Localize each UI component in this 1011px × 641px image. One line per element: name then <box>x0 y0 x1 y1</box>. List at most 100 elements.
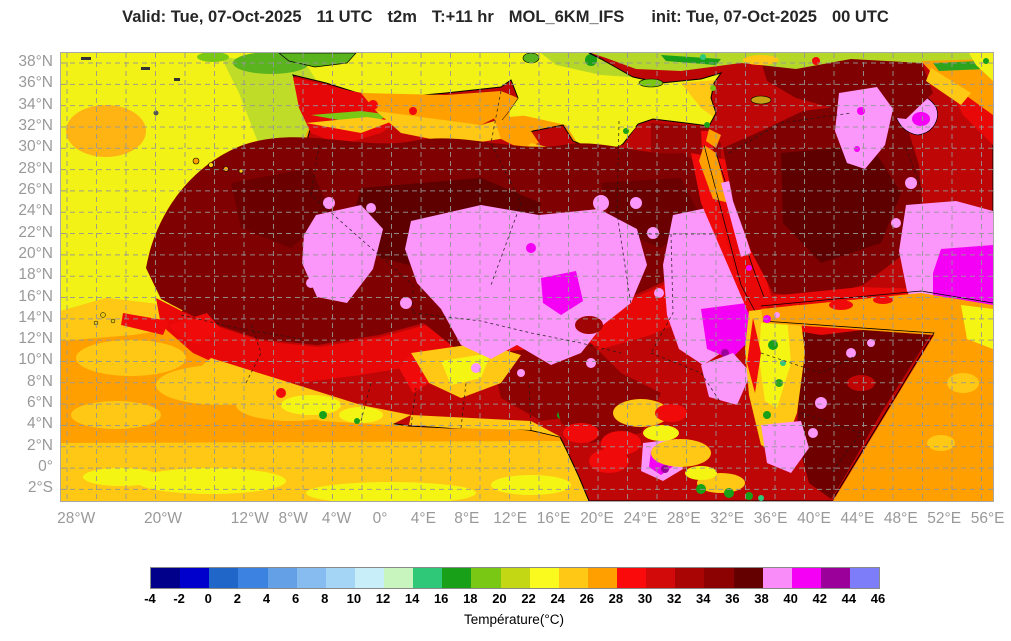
lat-tick-label: 2°N <box>26 436 53 454</box>
colorbar-tick: 34 <box>696 591 711 606</box>
colorbar-tick: 28 <box>608 591 624 606</box>
colorbar-segment <box>791 568 821 588</box>
lat-tick-label: 34°N <box>18 95 53 113</box>
lat-tick-label: 0° <box>38 458 53 476</box>
country-borders <box>180 90 924 474</box>
colorbar-tick: 32 <box>666 591 682 606</box>
title-model: MOL_6KM_IFS <box>508 8 625 26</box>
title-init-time: 00 UTC <box>831 8 889 26</box>
lat-tick-label: 2°S <box>27 479 53 497</box>
lat-tick-label: 8°N <box>26 372 53 390</box>
lon-tick-label: 36°E <box>753 510 788 527</box>
colorbar-tick: 20 <box>492 591 507 606</box>
lon-tick-label: 32°E <box>710 510 745 527</box>
latitude-axis: 38°N 36°N 34°N 32°N 30°N 28°N 26°N 24°N 22°N 20°N… <box>0 0 56 641</box>
colorbar-tick: 26 <box>579 591 595 606</box>
colorbar-tick: 40 <box>783 591 798 606</box>
title-valid-time: 11 UTC <box>316 8 373 26</box>
lat-tick-label: 38°N <box>18 53 53 70</box>
colorbar-segment <box>296 568 326 588</box>
lon-tick-label: 12°W <box>230 510 269 527</box>
colorbar-segment <box>762 568 792 588</box>
colorbar-segment <box>471 568 501 588</box>
lon-tick-label: 28°W <box>57 510 96 527</box>
colorbar-tick: 12 <box>375 591 391 606</box>
colorbar-tick: 38 <box>754 591 769 606</box>
lon-tick-label: 24°E <box>623 510 658 527</box>
colorbar-tick: 24 <box>550 591 565 606</box>
lon-tick-label: 52°E <box>927 510 962 527</box>
colorbar-segment <box>384 568 414 588</box>
colorbar <box>150 567 880 589</box>
colorbar-segment <box>413 568 443 588</box>
colorbar-tick: 42 <box>812 591 827 606</box>
lon-tick-label: 44°E <box>840 510 875 527</box>
lat-tick-label: 6°N <box>26 394 53 412</box>
lat-tick-label: 20°N <box>18 244 53 262</box>
lon-tick-label: 56°E <box>970 510 1005 527</box>
colorbar-segment <box>325 568 355 588</box>
colorbar-segment <box>180 568 210 588</box>
colorbar-segment <box>442 568 472 588</box>
lat-tick-label: 16°N <box>18 287 53 305</box>
lat-tick-label: 22°N <box>18 223 53 241</box>
colorbar-tick: 6 <box>291 591 300 606</box>
colorbar-tick: 22 <box>521 591 536 606</box>
lon-tick-label: 8°W <box>278 510 308 527</box>
colorbar-segment <box>820 568 850 588</box>
colorbar-segment <box>529 568 559 588</box>
colorbar-tick: 14 <box>404 591 420 606</box>
colorbar-segment <box>500 568 530 588</box>
colorbar-segment <box>558 568 588 588</box>
colorbar-tick: 2 <box>233 591 241 606</box>
lon-tick-label: 16°E <box>536 510 571 527</box>
lat-tick-label: 12°N <box>18 330 53 348</box>
colorbar-tick: 8 <box>321 591 329 606</box>
lon-tick-label: 48°E <box>883 510 918 527</box>
lat-tick-label: 10°N <box>18 351 53 369</box>
colorbar-title: Température(°C) <box>464 612 564 627</box>
colorbar-tick: 10 <box>346 591 362 606</box>
lat-tick-label: 18°N <box>18 266 53 284</box>
graticule <box>61 53 993 501</box>
title-leadtime: T:+11 hr <box>431 8 494 26</box>
map-title: Valid: Tue, 07-Oct-2025 11 UTC t2m T:+11… <box>0 8 1011 27</box>
colorbar-segment <box>151 568 181 588</box>
colorbar-segment <box>267 568 297 588</box>
colorbar-tick: -4 <box>144 591 156 606</box>
colorbar-tick: 4 <box>262 591 271 606</box>
colorbar-segment <box>675 568 705 588</box>
colorbar-segment <box>617 568 647 588</box>
lon-tick-label: 28°E <box>666 510 701 527</box>
colorbar-segment <box>354 568 384 588</box>
lon-tick-label: 12°E <box>493 510 528 527</box>
lat-tick-label: 24°N <box>18 202 53 220</box>
colorbar-segment <box>704 568 734 588</box>
colorbar-tick: 36 <box>725 591 740 606</box>
lon-tick-label: 8°E <box>454 510 480 527</box>
lat-tick-label: 14°N <box>18 308 53 326</box>
lat-tick-label: 4°N <box>26 415 53 433</box>
colorbar-segment <box>238 568 268 588</box>
lon-tick-label: 40°E <box>797 510 831 527</box>
lat-tick-label: 26°N <box>18 180 53 198</box>
lon-tick-label: 20°E <box>580 510 614 527</box>
title-valid: Valid: Tue, 07-Oct-2025 <box>122 8 302 26</box>
lon-tick-label: 0° <box>372 510 388 527</box>
lat-tick-label: 32°N <box>18 116 53 134</box>
colorbar-segment <box>209 568 239 588</box>
colorbar-segment <box>733 568 763 588</box>
colorbar-segment <box>587 568 617 588</box>
colorbar-tick: 44 <box>841 591 857 606</box>
temperature-map <box>61 53 993 501</box>
title-init: init: Tue, 07-Oct-2025 <box>651 8 817 26</box>
plot-area <box>60 52 994 502</box>
lat-tick-label: 36°N <box>18 74 53 92</box>
colorbar-tick: 18 <box>463 591 478 606</box>
lon-tick-label: 20°W <box>143 510 183 527</box>
colorbar-segment <box>646 568 676 588</box>
lon-tick-label: 4°W <box>321 510 352 527</box>
colorbar-segment <box>850 568 880 588</box>
colorbar-tick: 30 <box>637 591 653 606</box>
